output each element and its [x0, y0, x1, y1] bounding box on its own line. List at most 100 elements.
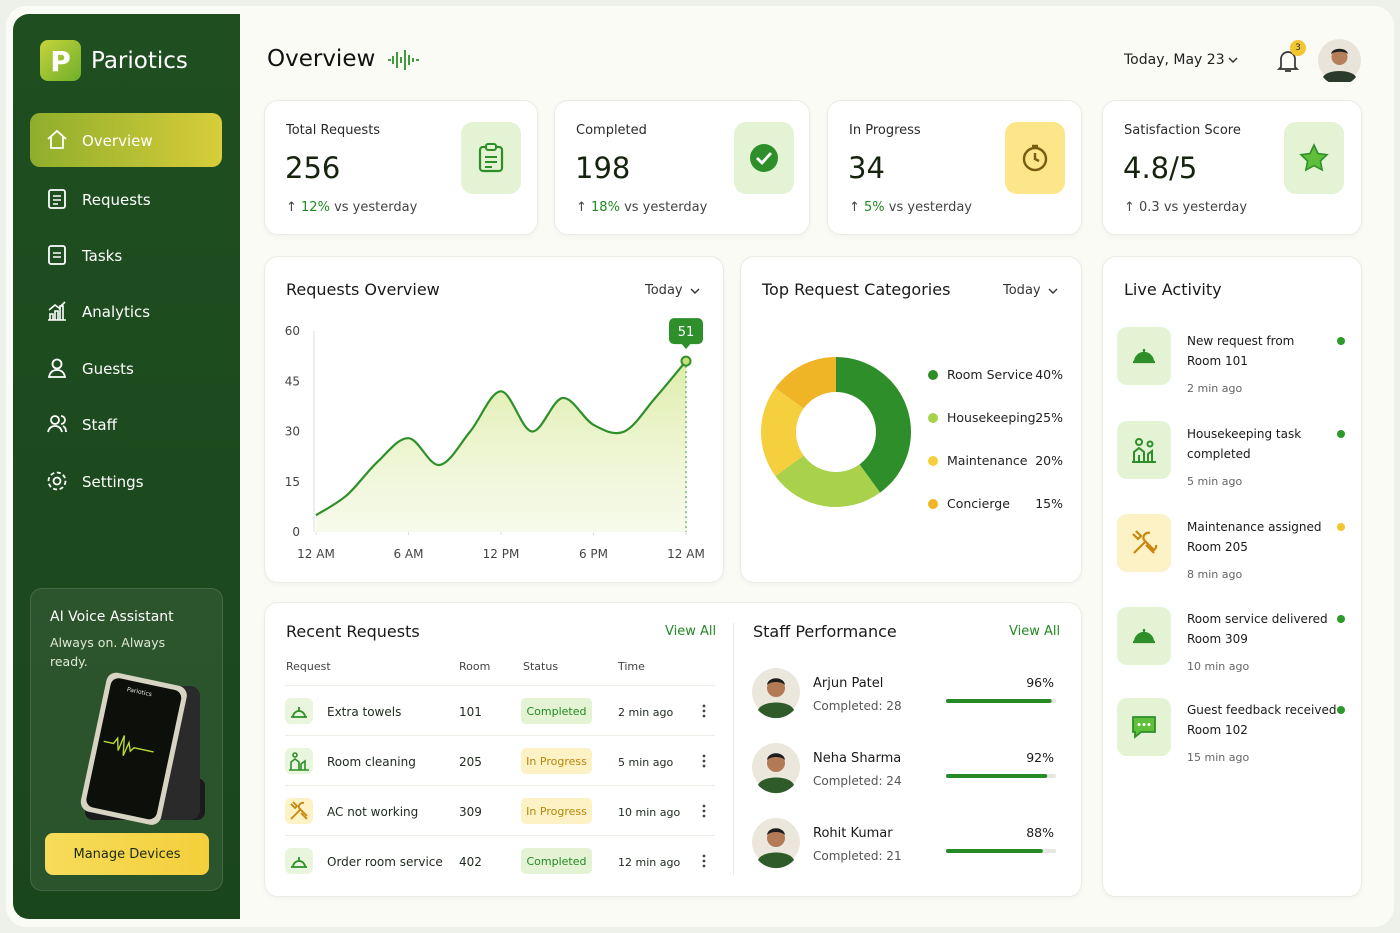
assistant-subtitle: Always on. Always ready. [50, 635, 166, 669]
nav-item[interactable]: Requests [30, 172, 222, 226]
nav-item[interactable]: Overview [30, 113, 222, 167]
stat-card: Completed 198 ↑ 18% vs yesterday [554, 100, 810, 235]
cell: 12 min ago [618, 856, 681, 869]
date-picker[interactable]: Today, May 23 [1124, 52, 1225, 68]
stat-label: Completed [576, 123, 647, 138]
status-badge: Completed [521, 848, 592, 874]
icon [48, 189, 66, 209]
view-all[interactable]: View All [665, 624, 717, 639]
nav-item[interactable]: Guests [30, 341, 222, 395]
menu[interactable] [701, 753, 707, 769]
cell: 402 [459, 855, 482, 869]
avatar[interactable] [1318, 39, 1361, 82]
change: 12% [301, 200, 330, 215]
card-title: Top Request Categories [762, 280, 951, 299]
activity-time: 2 min ago [1187, 382, 1243, 395]
menu[interactable] [701, 853, 707, 869]
line: Room 205 [1187, 540, 1248, 554]
filter[interactable]: Today [645, 283, 683, 298]
activity-card: Live Activity New request from Room 101 2… [1102, 256, 1362, 897]
row-icon [285, 798, 313, 824]
activity-text: New request from Room 101 [1187, 331, 1294, 371]
row-icon [285, 698, 313, 724]
status-badge: In Progress [521, 798, 592, 824]
row-icon [285, 848, 313, 874]
note: vs yesterday [334, 200, 418, 215]
card-title: Requests Overview [286, 280, 440, 299]
cell: AC not working [327, 805, 419, 819]
status-badge: In Progress [521, 748, 592, 774]
manage-button[interactable]: Manage Devices [45, 833, 209, 875]
status-dot [1337, 430, 1345, 438]
nav-label: Overview [82, 132, 153, 150]
stat-icon [1284, 122, 1344, 194]
status-dot [1337, 615, 1345, 623]
nav-label: Guests [82, 360, 134, 378]
activity-text: Guest feedback received Room 102 [1187, 700, 1336, 740]
activity-text: Room service delivered Room 309 [1187, 609, 1328, 649]
icon [47, 415, 67, 433]
activity-text: Housekeeping task completed [1187, 424, 1301, 464]
cell: Room cleaning [327, 755, 416, 769]
stat-card: In Progress 34 ↑ 5% vs yesterday [827, 100, 1082, 235]
chevron [1048, 288, 1058, 294]
line: Room service delivered [1187, 612, 1328, 626]
icon [47, 358, 67, 378]
menu[interactable] [701, 803, 707, 819]
notif-badge: 3 [1290, 40, 1306, 56]
table-row[interactable]: Order room service 402 Completed 12 min … [285, 835, 715, 885]
card-title: Recent Requests [286, 622, 420, 641]
status-dot [1337, 523, 1345, 531]
filter[interactable]: Today [1003, 283, 1041, 298]
icon [47, 129, 67, 149]
line: completed [1187, 447, 1251, 461]
cell: Extra towels [327, 705, 402, 719]
stat-label: Satisfaction Score [1124, 123, 1241, 138]
stat-change: ↑ 5% vs yesterday [849, 200, 972, 215]
cell: 309 [459, 805, 482, 819]
view-all[interactable]: View All [1009, 624, 1061, 639]
nav-item[interactable]: Staff [30, 397, 222, 451]
nav-label: Analytics [82, 303, 151, 321]
status-dot [1337, 337, 1345, 345]
change: 5% [864, 200, 885, 215]
activity-icon [1117, 514, 1171, 572]
bottom-card: Recent Requests View All Request Room St… [264, 602, 1082, 897]
chevron [690, 288, 700, 294]
nav-label: Requests [82, 191, 151, 209]
change: 18% [591, 200, 620, 215]
line: Guest feedback received [1187, 703, 1337, 717]
col-header: Status [523, 660, 559, 673]
row-icon [285, 748, 313, 774]
status-dot [1337, 706, 1345, 714]
menu[interactable] [701, 703, 707, 719]
cell: Order room service [327, 855, 443, 869]
line: Housekeeping task [1187, 427, 1302, 441]
stat-card: Total Requests 256 ↑ 12% vs yesterday [264, 100, 538, 235]
col-header: Room [459, 660, 491, 673]
table-row[interactable]: Room cleaning 205 In Progress 5 min ago [285, 735, 715, 785]
line: Maintenance assigned [1187, 520, 1322, 534]
line: Room 101 [1187, 354, 1248, 368]
activity-icon [1117, 327, 1171, 385]
nav-item[interactable]: Tasks [30, 228, 222, 282]
stat-value: 34 [848, 151, 885, 185]
table-row[interactable]: AC not working 309 In Progress 10 min ag… [285, 785, 715, 835]
device: Pariotics [80, 672, 205, 825]
table-row[interactable]: Extra towels 101 Completed 2 min ago [285, 685, 715, 735]
stat-icon [1005, 122, 1065, 194]
activity-icon [1117, 421, 1171, 479]
nav-item[interactable]: Analytics [30, 284, 222, 338]
stat-icon [734, 122, 794, 194]
stat-icon [461, 122, 521, 194]
card-title: Staff Performance [753, 622, 897, 641]
nav-label: Settings [82, 473, 144, 491]
activity-time: 10 min ago [1187, 660, 1250, 673]
cell: 101 [459, 705, 482, 719]
line: New request from [1187, 334, 1295, 348]
stat-value: 256 [285, 151, 341, 185]
pie-card: Top Request Categories Today [740, 256, 1082, 583]
nav-item[interactable]: Settings [30, 454, 222, 508]
icon [47, 471, 67, 491]
stat-change: ↑ 18% vs yesterday [576, 200, 708, 215]
